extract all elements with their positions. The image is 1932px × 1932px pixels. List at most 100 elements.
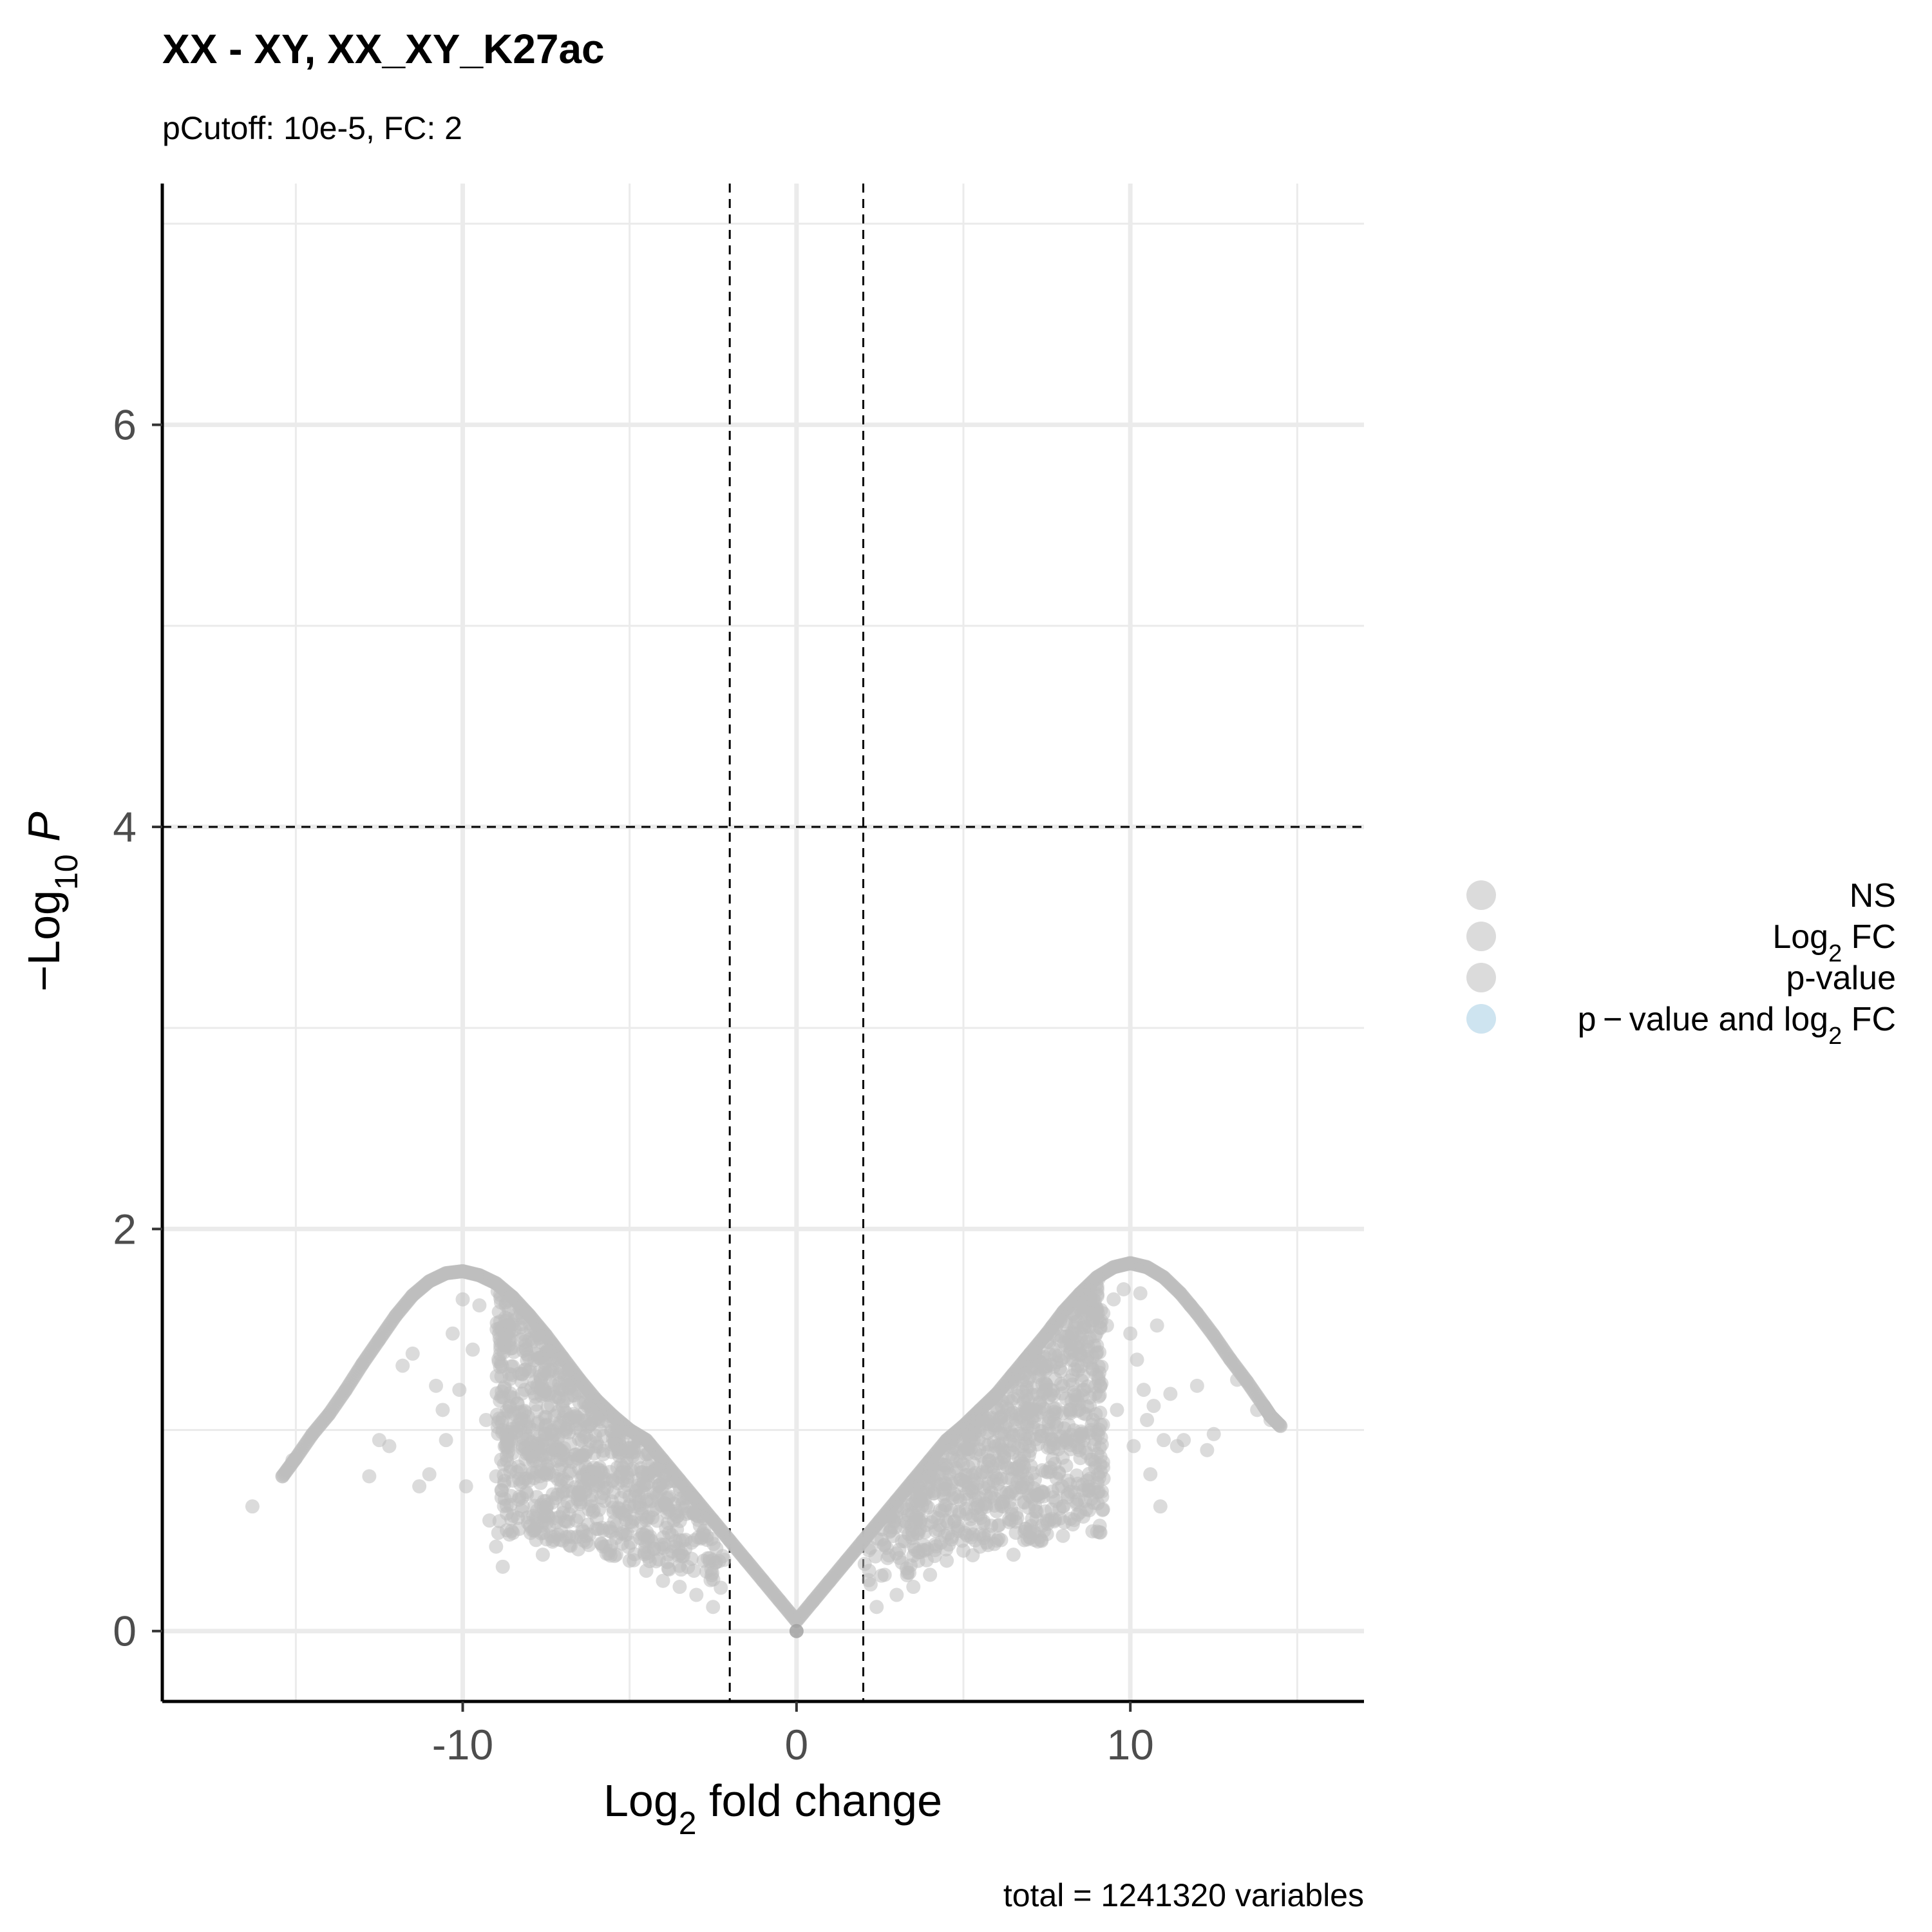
data-point [1146, 1399, 1161, 1414]
legend-label: NS [1850, 877, 1896, 914]
data-point [689, 1501, 704, 1516]
data-point [498, 1295, 513, 1310]
data-point [1046, 1436, 1061, 1451]
data-point [652, 1485, 667, 1500]
data-point [498, 1437, 513, 1452]
data-point [1076, 1483, 1091, 1498]
data-point [1005, 1377, 1019, 1392]
data-point [509, 1312, 524, 1327]
data-point [1017, 1394, 1032, 1408]
data-point [1116, 1282, 1131, 1297]
data-point [538, 1363, 553, 1378]
data-point [445, 1326, 460, 1341]
legend-key [1466, 963, 1496, 992]
data-point [882, 1548, 896, 1563]
data-point [639, 1564, 654, 1578]
data-point [1066, 1326, 1081, 1341]
data-point [1059, 1458, 1074, 1473]
data-point [989, 1533, 1004, 1548]
data-point [674, 1546, 688, 1560]
data-point [1057, 1433, 1072, 1448]
data-point [1046, 1341, 1061, 1356]
data-point [495, 1559, 510, 1574]
data-point [582, 1527, 597, 1542]
data-point [960, 1421, 975, 1435]
data-point [1060, 1473, 1075, 1488]
data-point [990, 1519, 1005, 1533]
data-point [1039, 1513, 1054, 1528]
data-point [573, 1479, 588, 1494]
data-point [1090, 1467, 1105, 1482]
data-point [1049, 1406, 1064, 1421]
legend-key [1466, 880, 1496, 910]
data-point [934, 1504, 949, 1519]
data-point [1183, 1298, 1198, 1312]
data-point [789, 1624, 804, 1638]
data-point [496, 1390, 511, 1405]
data-point [863, 1540, 878, 1555]
data-point [607, 1514, 621, 1529]
data-point [1019, 1380, 1034, 1395]
data-point [1006, 1548, 1021, 1562]
data-point [1036, 1484, 1051, 1499]
data-point [623, 1463, 638, 1477]
data-point [583, 1417, 598, 1432]
legend-label: p-value [1786, 960, 1896, 997]
data-point [928, 1523, 943, 1538]
data-point [627, 1444, 642, 1459]
data-point [1133, 1286, 1148, 1301]
data-point [513, 1463, 528, 1477]
data-point [515, 1367, 529, 1381]
data-point [653, 1462, 668, 1477]
y-tick-label: 6 [113, 401, 137, 449]
data-point [596, 1539, 611, 1554]
data-point [1059, 1338, 1074, 1352]
data-point [609, 1548, 623, 1562]
legend-key [1466, 1004, 1496, 1034]
data-point [1200, 1443, 1215, 1457]
data-point [395, 1358, 410, 1373]
data-point [589, 1435, 604, 1450]
x-axis-title: Log2 fold change [603, 1776, 942, 1841]
data-point [619, 1512, 634, 1527]
data-point [869, 1600, 884, 1615]
data-point [1065, 1368, 1080, 1383]
data-point [906, 1481, 921, 1496]
chart-subtitle: pCutoff: 10e-5, FC: 2 [162, 110, 462, 146]
data-point [928, 1537, 943, 1552]
data-point [1153, 1499, 1168, 1514]
data-point [1093, 1378, 1108, 1393]
legend: NS Log2 FCp-value p − value and log2 FC [1466, 877, 1896, 1050]
data-point [634, 1465, 649, 1480]
data-point [1023, 1523, 1037, 1538]
data-point [1010, 1511, 1025, 1526]
data-point [1010, 1474, 1025, 1489]
data-point [529, 1441, 544, 1456]
data-point [659, 1520, 674, 1535]
data-point [1066, 1293, 1081, 1308]
data-point [936, 1441, 951, 1456]
data-point [504, 1511, 518, 1526]
data-point [634, 1507, 649, 1522]
data-point [999, 1399, 1014, 1414]
data-point [700, 1551, 715, 1566]
data-point [863, 1577, 878, 1592]
data-point [489, 1539, 504, 1554]
data-point [489, 1469, 504, 1484]
data-point [1038, 1361, 1053, 1376]
tick-labels: -10 0 10 0 2 4 6 [113, 401, 1154, 1768]
data-point [1273, 1419, 1288, 1434]
data-point [529, 1347, 544, 1361]
data-point [596, 1523, 611, 1538]
x-tick-label: -10 [432, 1721, 493, 1768]
data-point [578, 1395, 593, 1410]
legend-label: p − value and log2 FC [1578, 1001, 1896, 1050]
data-point [1090, 1338, 1104, 1353]
data-point [694, 1531, 708, 1546]
data-point [1053, 1313, 1068, 1328]
data-point [545, 1487, 560, 1502]
data-point [927, 1486, 942, 1501]
data-point [905, 1531, 920, 1546]
data-point [1177, 1433, 1191, 1448]
